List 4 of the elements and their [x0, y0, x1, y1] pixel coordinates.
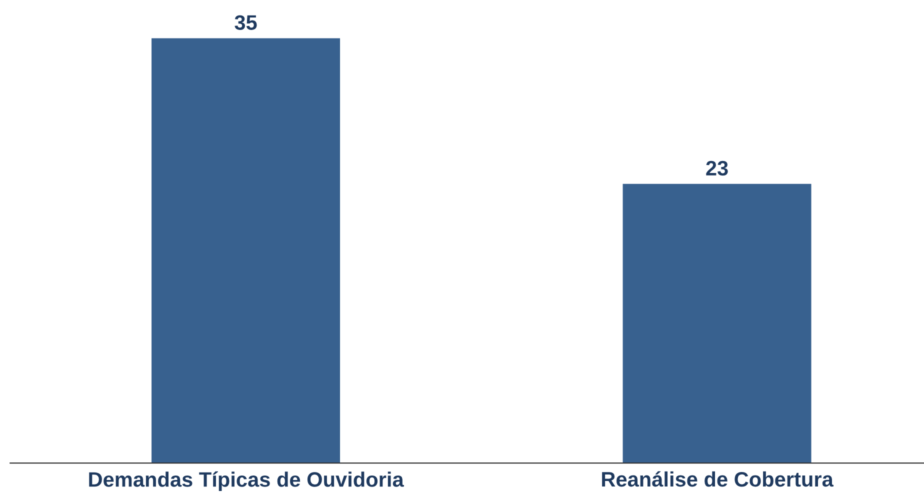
x-tick-label: Reanálise de Cobertura	[602, 471, 834, 487]
data-label: 23	[706, 160, 728, 176]
x-tick-label: Demandas Típicas de Ouvidoria	[89, 471, 404, 492]
data-label: 35	[234, 15, 257, 30]
